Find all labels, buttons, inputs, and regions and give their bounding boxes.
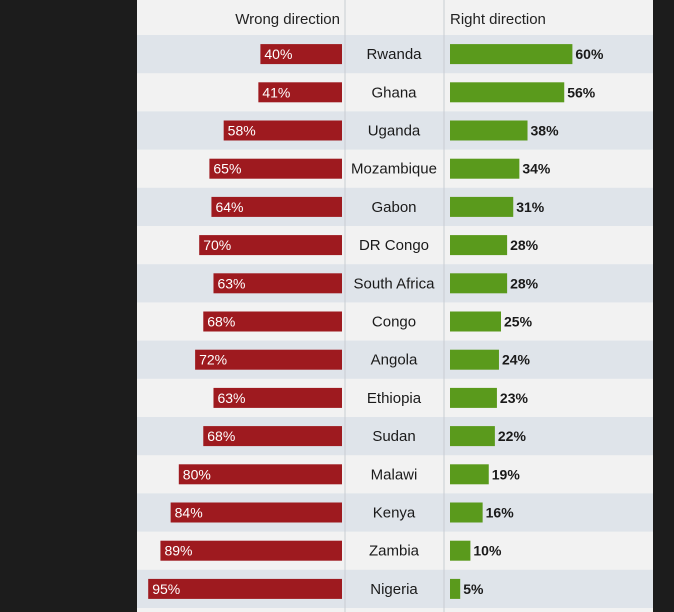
wrong-direction-label: 70% [203, 237, 231, 253]
wrong-direction-label: 63% [217, 390, 245, 406]
wrong-direction-label: 68% [207, 428, 235, 444]
country-label: Rwanda [366, 46, 422, 63]
wrong-direction-bar [209, 158, 342, 179]
wrong-direction-label: 64% [215, 199, 243, 215]
right-direction-bar [450, 82, 565, 103]
chart-row-uganda: 58% Uganda 38% [223, 120, 560, 141]
wrong-direction-label: 80% [183, 466, 211, 482]
chart-row-sudan: 68% Sudan 22% [203, 426, 527, 447]
right-direction-label: 56% [567, 84, 596, 100]
right-direction-bar [450, 158, 520, 179]
wrong-direction-bar [195, 349, 342, 370]
wrong-direction-bar [178, 464, 342, 485]
wrong-direction-label: 65% [213, 161, 241, 177]
country-label: Ethiopia [367, 390, 422, 407]
wrong-direction-bar [213, 273, 342, 294]
right-direction-label: 28% [510, 237, 539, 253]
right-direction-label: 10% [473, 543, 502, 559]
right-direction-bar [450, 273, 508, 294]
wrong-direction-label: 63% [217, 275, 245, 291]
wrong-direction-label: 95% [152, 581, 180, 597]
wrong-direction-label: 89% [164, 543, 192, 559]
chart-row-ghana: 41% Ghana 56% [258, 82, 596, 103]
wrong-direction-label: 84% [175, 505, 203, 521]
right-direction-label: 31% [516, 199, 545, 215]
right-direction-label: 24% [502, 352, 531, 368]
wrong-direction-bar [199, 235, 342, 256]
chart-row-dr-congo: 70% DR Congo 28% [199, 235, 539, 256]
wrong-direction-label: 40% [264, 46, 292, 62]
wrong-direction-bar [148, 578, 342, 599]
right-direction-bar [450, 502, 483, 523]
country-label: Ghana [371, 84, 417, 101]
wrong-direction-bar [203, 426, 342, 447]
wrong-direction-bar [258, 82, 342, 103]
chart-row-congo: 68% Congo 25% [203, 311, 533, 332]
right-direction-bar [450, 349, 499, 370]
right-direction-label: 28% [510, 275, 539, 291]
country-label: Mozambique [351, 161, 437, 178]
country-label: Malawi [371, 466, 418, 483]
right-direction-bar [450, 196, 514, 217]
right-direction-bar [450, 578, 461, 599]
wrong-direction-bar [213, 387, 342, 408]
chart-row-malawi: 80% Malawi 19% [178, 464, 521, 485]
right-direction-label: 5% [463, 581, 484, 597]
chart-row-south-africa: 63% South Africa 28% [213, 273, 539, 294]
wrong-direction-label: 72% [199, 352, 227, 368]
wrong-direction-bar [203, 311, 342, 332]
country-label: Kenya [373, 505, 416, 522]
legend-right-direction: Right direction [450, 11, 546, 28]
right-direction-label: 19% [492, 466, 521, 482]
right-direction-bar [450, 235, 508, 256]
country-label: Congo [372, 314, 416, 331]
row-stripe [137, 111, 653, 150]
wrong-direction-label: 41% [262, 84, 290, 100]
country-label: DR Congo [359, 237, 429, 254]
right-direction-label: 60% [575, 46, 604, 62]
country-label: Zambia [369, 543, 420, 560]
right-direction-bar [450, 464, 489, 485]
right-direction-bar [450, 387, 497, 408]
right-direction-bar [450, 426, 495, 447]
diverging-bar-chart: Wrong direction Right direction 40% Rwand… [137, 0, 653, 612]
right-direction-label: 23% [500, 390, 529, 406]
chart-row-mozambique: 65% Mozambique 34% [209, 158, 551, 179]
country-label: Angola [371, 352, 418, 369]
chart-row-ethiopia: 63% Ethiopia 23% [213, 387, 529, 408]
wrong-direction-bar [223, 120, 342, 141]
right-direction-label: 34% [522, 161, 551, 177]
right-direction-bar [450, 311, 501, 332]
right-direction-label: 22% [498, 428, 527, 444]
right-direction-label: 16% [486, 505, 515, 521]
chart-row-angola: 72% Angola 24% [195, 349, 531, 370]
wrong-direction-bar [260, 44, 342, 65]
country-label: Nigeria [370, 581, 418, 598]
chart-row-gabon: 64% Gabon 31% [211, 196, 545, 217]
chart-row-zambia: 89% Zambia 10% [160, 540, 502, 561]
right-direction-bar [450, 44, 573, 65]
wrong-direction-label: 58% [228, 123, 256, 139]
country-label: Sudan [372, 428, 415, 445]
right-direction-label: 38% [531, 123, 560, 139]
right-direction-bar [450, 120, 528, 141]
legend-wrong-direction: Wrong direction [235, 11, 340, 28]
country-label: Gabon [371, 199, 416, 216]
chart-row-rwanda: 40% Rwanda 60% [260, 44, 604, 65]
chart-panel: Wrong direction Right direction 40% Rwand… [137, 0, 653, 612]
country-label: Uganda [368, 123, 421, 140]
wrong-direction-bar [170, 502, 342, 523]
country-label: South Africa [354, 275, 436, 292]
right-direction-bar [450, 540, 471, 561]
wrong-direction-label: 68% [207, 314, 235, 330]
chart-row-nigeria: 95% Nigeria 5% [148, 578, 484, 599]
right-direction-label: 25% [504, 314, 533, 330]
wrong-direction-bar [160, 540, 342, 561]
wrong-direction-bar [211, 196, 342, 217]
chart-row-kenya: 84% Kenya 16% [170, 502, 515, 523]
